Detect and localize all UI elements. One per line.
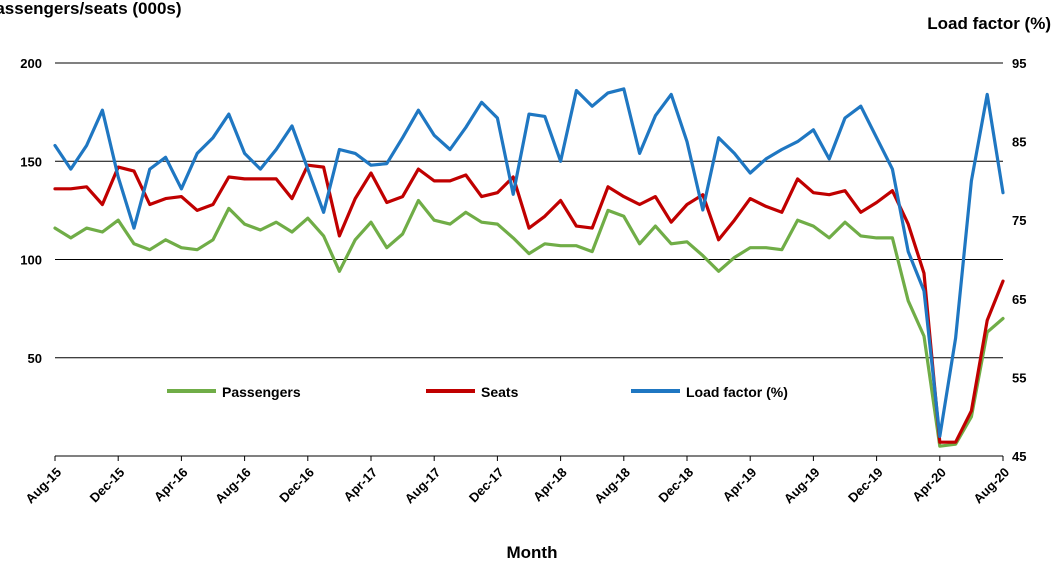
right-tick-label: 55	[1012, 370, 1026, 385]
x-tick-label: Aug-18	[591, 465, 633, 507]
x-tick-label: Dec-16	[276, 465, 317, 506]
right-tick-label: 95	[1012, 56, 1026, 71]
right-axis-ticks: 45 55 65 75 85 95	[1012, 56, 1026, 464]
legend: Passengers Seats Load factor (%)	[167, 384, 788, 400]
right-axis-title: Load factor (%)	[927, 14, 1051, 33]
x-tick-label: Aug-15	[22, 465, 64, 507]
x-axis-title: Month	[507, 543, 558, 562]
x-axis-ticks: Aug-15 Dec-15 Apr-16 Aug-16 Dec-16 Apr-17 Aug-…	[22, 465, 1012, 507]
right-tick-label: 45	[1012, 449, 1026, 464]
x-tick-label: Aug-16	[212, 465, 254, 507]
gridlines	[54, 62, 1004, 461]
series-line-passengers	[53, 198, 1005, 448]
x-tick-label: Apr-16	[151, 465, 191, 505]
x-tick-label: Aug-19	[781, 465, 823, 507]
x-tick-label: Dec-18	[655, 465, 696, 506]
right-tick-label: 75	[1012, 213, 1026, 228]
left-axis-title: Passengers/seats (000s)	[0, 0, 182, 18]
x-tick-label: Dec-15	[87, 465, 128, 506]
x-tick-label: Apr-20	[909, 465, 949, 505]
x-tick-label: Dec-19	[845, 465, 886, 506]
x-tick-label: Apr-19	[720, 465, 760, 505]
right-tick-label: 65	[1012, 292, 1026, 307]
series-lines	[53, 87, 1005, 448]
x-tick-label: Apr-17	[340, 465, 380, 505]
left-tick-label: 150	[20, 154, 42, 169]
left-axis-ticks: 50 100 150 200	[20, 56, 42, 366]
legend-label-load-factor: Load factor (%)	[686, 384, 788, 400]
legend-label-seats: Seats	[481, 384, 519, 400]
legend-label-passengers: Passengers	[222, 384, 301, 400]
left-tick-label: 100	[20, 253, 42, 268]
left-tick-label: 200	[20, 56, 42, 71]
right-tick-label: 85	[1012, 135, 1026, 150]
x-tick-label: Aug-17	[402, 465, 444, 507]
series-line-seats	[53, 163, 1005, 444]
x-tick-label: Apr-18	[530, 465, 570, 505]
x-tick-label: Dec-17	[466, 465, 507, 506]
x-tick-label: Aug-20	[970, 465, 1012, 507]
series-line-load-factor	[53, 87, 1005, 438]
left-tick-label: 50	[28, 351, 42, 366]
